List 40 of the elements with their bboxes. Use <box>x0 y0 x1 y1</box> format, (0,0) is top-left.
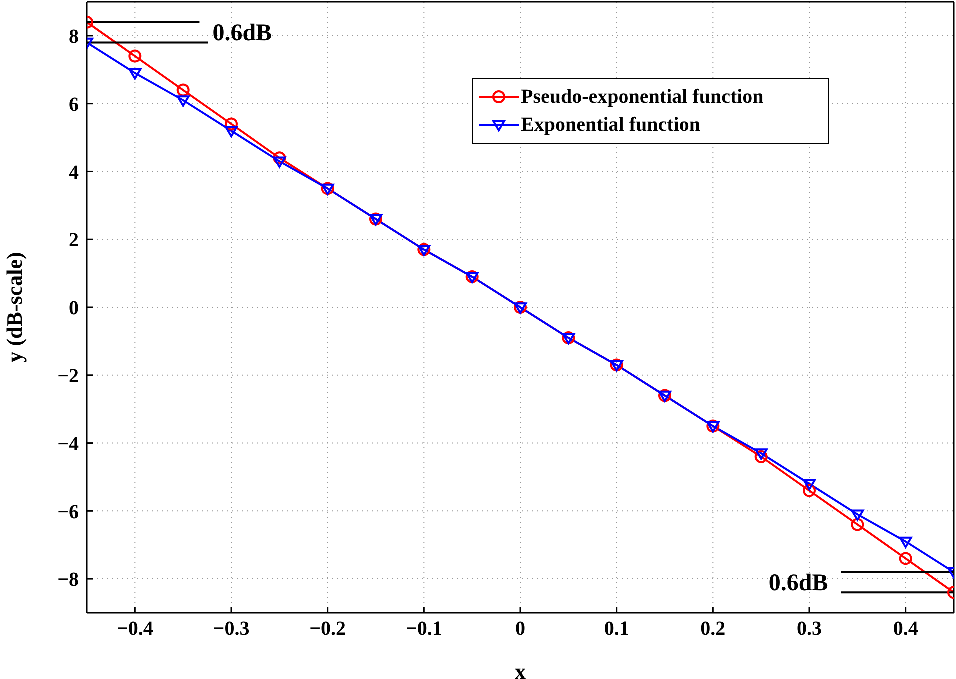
x-tick-label: 0.1 <box>604 618 630 640</box>
point <box>225 118 238 131</box>
y-tick-label: 6 <box>69 94 79 116</box>
point <box>899 536 912 548</box>
point <box>754 448 768 460</box>
x-tick-label: 0.4 <box>893 618 918 640</box>
x-tick-label: −0.1 <box>406 618 442 640</box>
x-tick-label: 0 <box>516 618 526 640</box>
y-tick-label: 0 <box>69 298 79 320</box>
legend-label: Pseudo-exponential function <box>521 86 764 108</box>
legend-label: Exponential function <box>521 114 700 136</box>
y-tick-label: −4 <box>58 433 79 456</box>
point <box>225 126 238 138</box>
x-tick-label: −0.2 <box>310 618 346 640</box>
y-tick-label: −8 <box>58 569 79 592</box>
point <box>176 84 190 97</box>
point <box>803 484 816 498</box>
y-tick-label: −6 <box>58 501 79 524</box>
y-tick-label: 8 <box>69 26 79 48</box>
point <box>851 518 864 532</box>
point <box>899 552 912 566</box>
point <box>273 156 286 168</box>
point <box>128 50 142 63</box>
y-tick-label: 2 <box>69 230 79 252</box>
x-axis-title: x <box>515 659 526 679</box>
annotation: 0.6dB <box>212 20 272 47</box>
point <box>754 450 768 464</box>
point <box>128 68 142 80</box>
y-axis-title: y (dB-scale) <box>2 252 27 363</box>
x-tick-label: −0.4 <box>116 618 154 640</box>
point <box>273 152 286 165</box>
y-tick-label: −2 <box>58 365 79 388</box>
x-tick-label: 0.3 <box>797 618 822 640</box>
y-tick-label: 4 <box>69 162 79 184</box>
annotation: 0.6dB <box>768 570 828 596</box>
x-tick-label: −0.3 <box>213 618 250 640</box>
point <box>176 96 190 107</box>
x-tick-label: 0.2 <box>700 618 726 640</box>
point <box>803 479 816 491</box>
point <box>851 510 864 522</box>
